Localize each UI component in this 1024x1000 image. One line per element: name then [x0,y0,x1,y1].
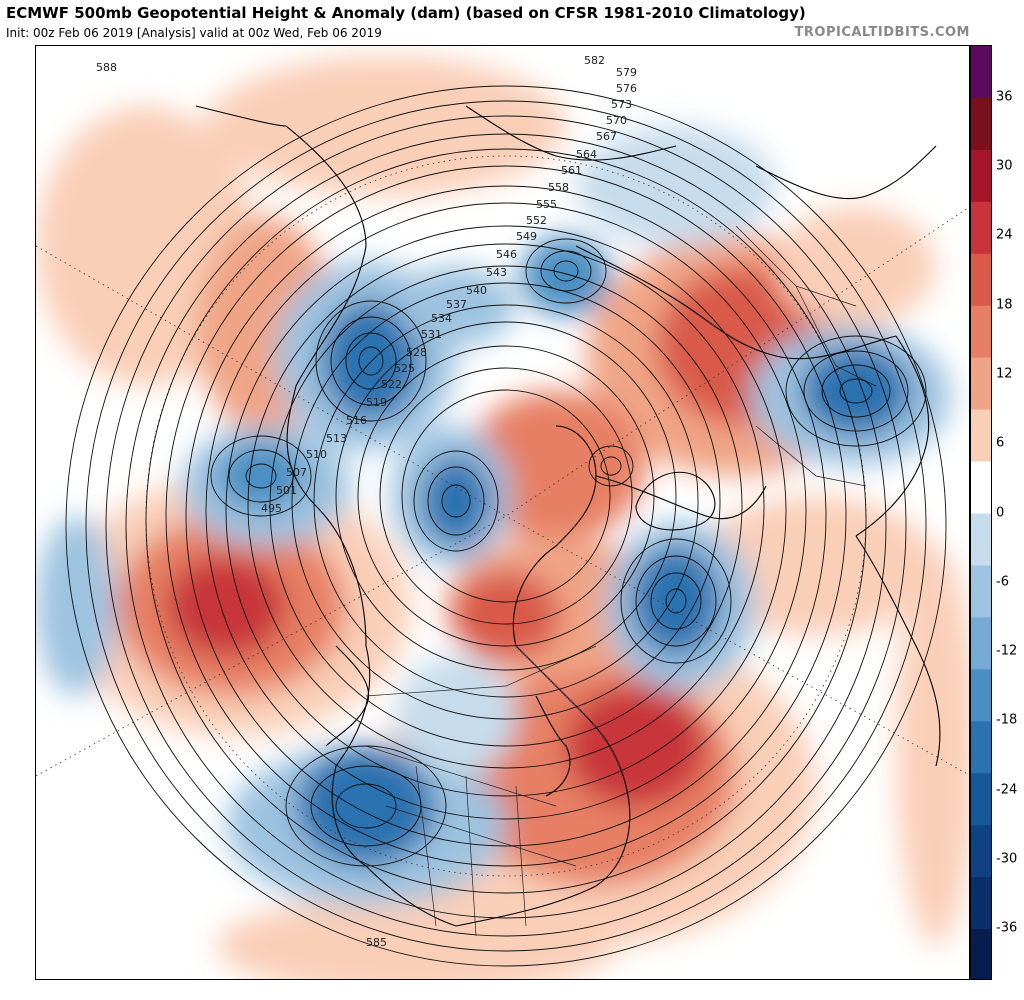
colorbar-swatch [971,97,991,151]
colorbar-swatch [971,461,991,514]
contour-label: 576 [616,82,637,95]
colorbar-swatch [971,513,991,566]
contour-label: 579 [616,66,637,79]
contour-label: 564 [576,148,597,161]
colorbar-tick-label: -30 [996,851,1018,867]
contour-label: 582 [584,54,605,67]
contour-label: 534 [431,312,452,325]
colorbar-swatch [971,929,991,979]
contour-label: 519 [366,396,387,409]
contour-label: 495 [261,502,282,515]
map-canvas: 582 579 576 573 570 567 564 561 558 555 552 549 546 5… [36,46,969,979]
colorbar-swatch [971,721,991,774]
colorbar-swatch [971,617,991,670]
colorbar-swatch [971,877,991,930]
contour-label: 558 [548,181,569,194]
chart-title: ECMWF 500mb Geopotential Height & Anomal… [6,4,806,22]
colorbar-swatch [971,409,991,463]
contour-label: 531 [421,328,442,341]
colorbar-tick-label: -12 [996,643,1018,659]
colorbar-tick-label: -36 [996,920,1018,936]
contour-label: 501 [276,484,297,497]
contour-label: 585 [366,936,387,949]
contour-label: 516 [346,414,367,427]
contour-label: 552 [526,214,547,227]
colorbar-tick-label: 0 [996,505,1005,520]
contour-label: 522 [381,378,402,391]
contour-label: 507 [286,466,307,479]
colorbar-tick-label: 24 [996,227,1013,243]
colorbar-tick-label: -24 [996,782,1018,798]
contour-label: 588 [96,61,117,74]
colorbar-swatch [971,149,991,203]
colorbar-tick-label: 12 [996,366,1013,382]
source-credit: TROPICALTIDBITS.COM [794,25,970,40]
contour-label: 528 [406,346,427,359]
contour-label: 540 [466,284,487,297]
contour-label: 555 [536,198,557,211]
contour-label: 510 [306,448,327,461]
contour-label: 543 [486,266,507,279]
colorbar-tick-label: 36 [996,89,1013,105]
colorbar-swatch [971,773,991,826]
colorbar-swatch [971,201,991,255]
chart-subtitle: Init: 00z Feb 06 2019 [Analysis] valid a… [6,26,382,40]
colorbar-swatch [971,46,991,99]
colorbar-tick-label: 18 [996,297,1013,313]
colorbar-swatch [971,565,991,618]
height-contours [65,85,947,967]
contour-label: 525 [394,362,415,375]
contour-label: 546 [496,248,517,261]
contour-label: 570 [606,114,627,127]
contour-labels: 582 579 576 573 570 567 564 561 558 555 552 549 546 5… [96,54,637,949]
colorbar-tick-label: -18 [996,712,1018,728]
contour-label: 573 [611,98,632,111]
colorbar-swatches [971,46,991,979]
colorbar-swatch [971,357,991,411]
anomaly-shading [36,56,969,979]
colorbar-swatch [971,669,991,722]
coastlines [195,105,941,927]
contour-label: 561 [561,164,582,177]
colorbar-tick-label: 6 [996,435,1005,451]
map-panel: 582 579 576 573 570 567 564 561 558 555 552 549 546 5… [35,45,970,980]
colorbar-tick-label: 30 [996,158,1013,174]
colorbar-swatch [971,253,991,307]
colorbar-swatch [971,825,991,878]
contour-label: 567 [596,130,617,143]
contour-label: 537 [446,298,467,311]
contour-label: 549 [516,230,537,243]
colorbar-tick-label: -6 [996,574,1009,590]
colorbar [970,45,992,980]
colorbar-swatch [971,305,991,359]
contour-label: 513 [326,432,347,445]
